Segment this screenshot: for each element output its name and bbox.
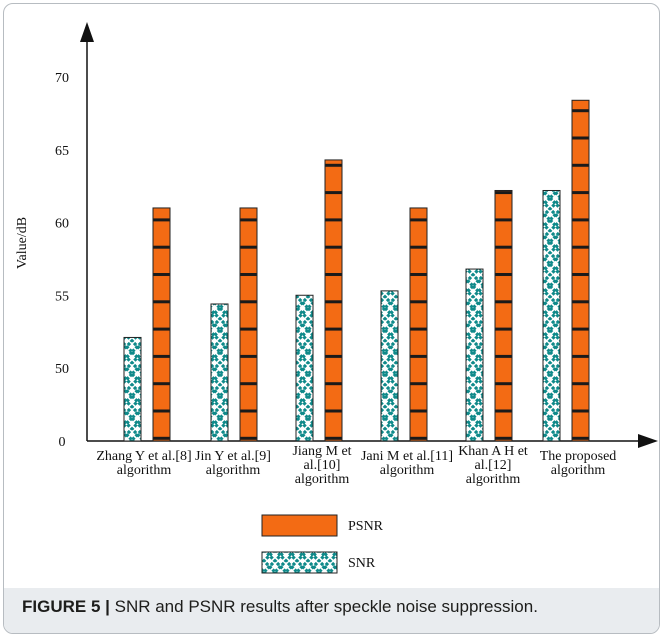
- x-tick-label: algorithm: [380, 463, 435, 478]
- x-tick-label: Jiang M et: [292, 444, 351, 459]
- legend-label-snr: SNR: [348, 556, 376, 571]
- bar-psnr: [572, 100, 589, 441]
- y-tick-label: 65: [55, 144, 69, 159]
- x-tick-label: al.[12]: [475, 458, 512, 473]
- y-axis-label: Value/dB: [15, 217, 30, 269]
- bar-snr: [466, 269, 483, 441]
- x-tick-label: The proposed: [540, 449, 617, 464]
- bar-snr: [124, 337, 141, 441]
- y-tick-label: 50: [55, 362, 69, 377]
- x-tick-label: algorithm: [551, 463, 606, 478]
- legend-label-psnr: PSNR: [348, 519, 384, 534]
- y-tick-label: 60: [55, 217, 69, 232]
- x-tick-label: algorithm: [295, 472, 350, 487]
- x-tick-label: Jin Y et al.[9]: [195, 449, 271, 464]
- y-tick-label: 0: [59, 435, 66, 450]
- y-tick-labels: 0 50 55 60 65 70: [55, 71, 69, 450]
- x-axis-arrow-icon: [638, 434, 658, 448]
- bar-psnr: [495, 190, 512, 441]
- x-tick-label: algorithm: [117, 463, 172, 478]
- y-tick-label: 70: [55, 71, 69, 86]
- caption-label: FIGURE 5 |: [22, 597, 110, 616]
- x-tick-label: algorithm: [466, 472, 521, 487]
- bar-snr: [296, 295, 313, 441]
- legend-swatch-psnr: [262, 515, 337, 536]
- bar-snr: [211, 304, 228, 441]
- bar-snr: [381, 291, 398, 441]
- bar-psnr: [325, 160, 342, 441]
- caption-text: SNR and PSNR results after speckle noise…: [110, 597, 538, 616]
- bar-psnr: [153, 208, 170, 441]
- y-tick-label: 55: [55, 289, 69, 304]
- bar-psnr: [410, 208, 427, 441]
- x-tick-label: Khan A H et: [458, 444, 528, 459]
- x-tick-label: Zhang Y et al.[8]: [96, 449, 191, 464]
- x-tick-label: Jani M et al.[11]: [361, 449, 453, 464]
- bars: [124, 100, 589, 441]
- y-axis-arrow-icon: [80, 22, 94, 42]
- bar-psnr: [240, 208, 257, 441]
- legend-swatch-snr: [262, 552, 337, 573]
- bar-snr: [543, 190, 560, 441]
- x-tick-label: algorithm: [206, 463, 261, 478]
- legend: PSNR SNR: [262, 515, 384, 573]
- x-tick-label: al.[10]: [304, 458, 341, 473]
- figure-caption: FIGURE 5 | SNR and PSNR results after sp…: [22, 597, 538, 617]
